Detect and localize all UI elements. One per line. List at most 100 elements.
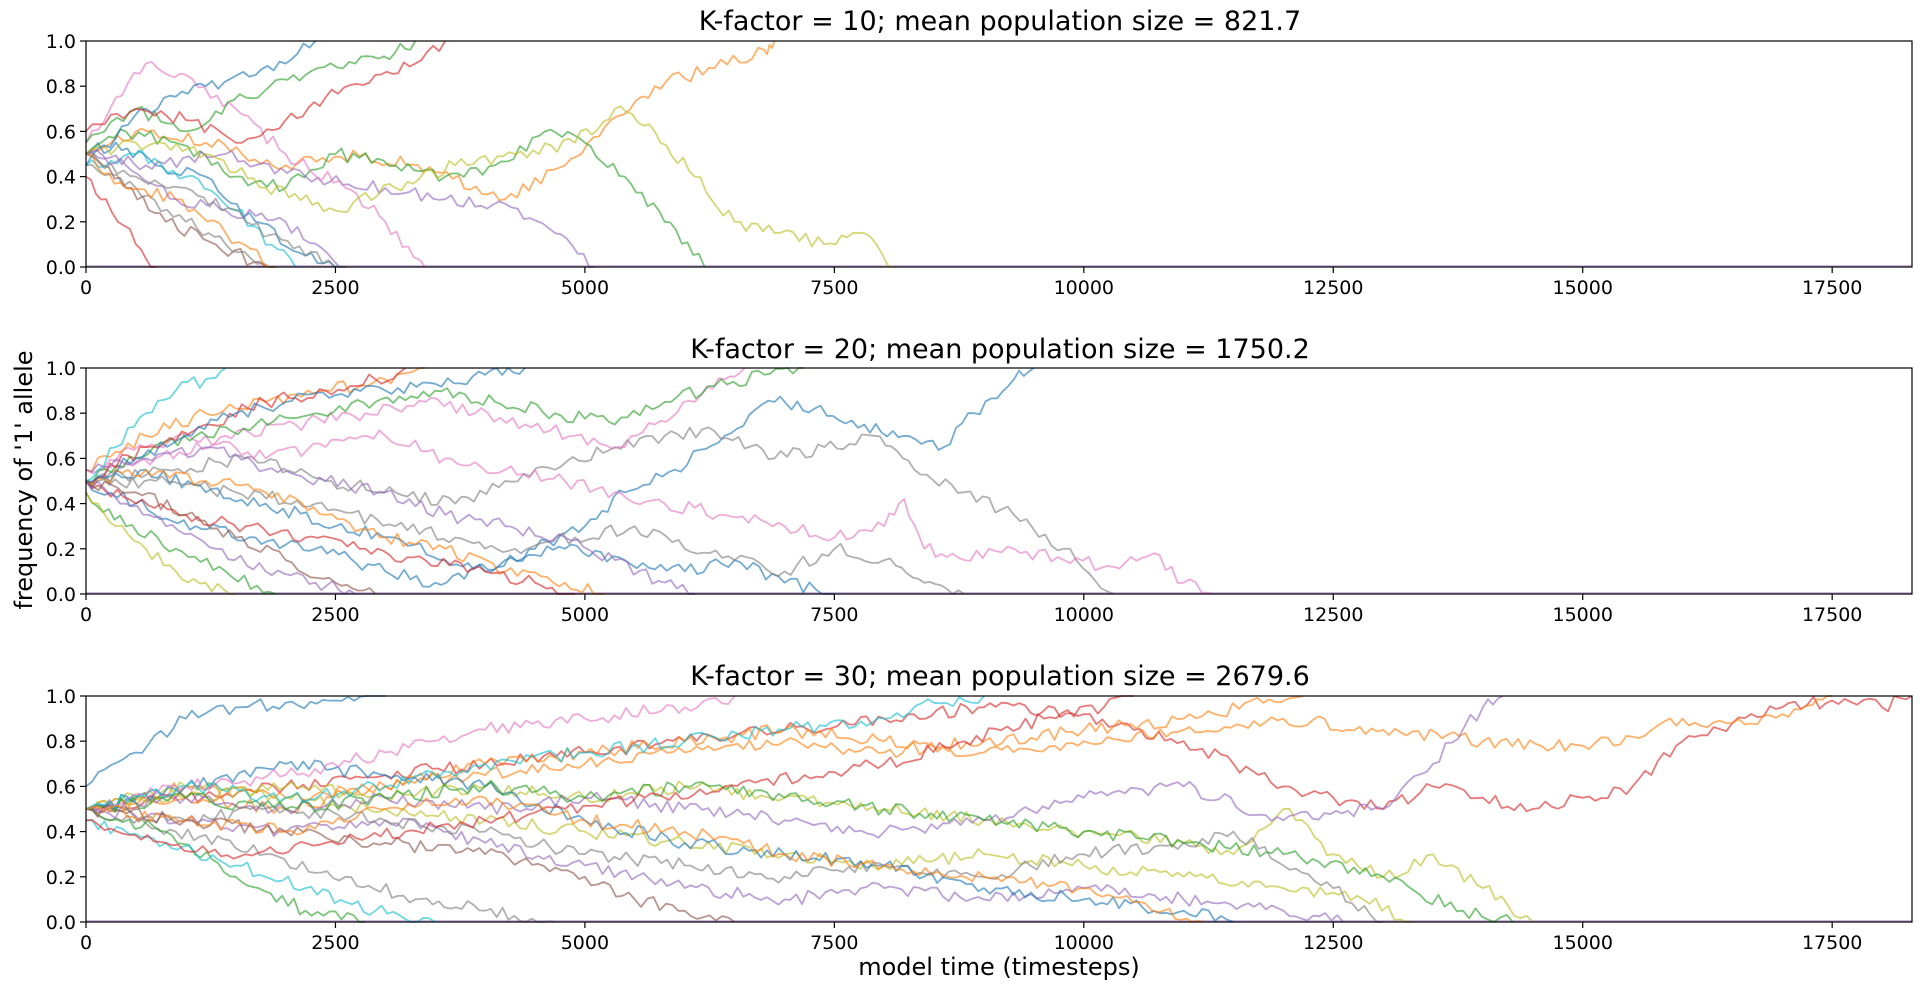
x-tick-label: 0	[80, 604, 92, 626]
x-tick-label: 2500	[311, 277, 359, 299]
series-line	[85, 695, 386, 788]
series-line	[85, 695, 1504, 839]
y-tick-label: 1.0	[46, 358, 76, 380]
series-line	[85, 695, 1833, 810]
panel-title: K-factor = 20; mean population size = 17…	[690, 334, 1310, 365]
panel-k10: K-factor = 10; mean population size = 82…	[46, 6, 1913, 299]
series-line	[85, 819, 436, 923]
x-axis-ticks: 0 2500 5000 7500 10000 12500 15000 17500	[80, 594, 1862, 626]
y-tick-label: 0.6	[46, 448, 76, 470]
series-line	[85, 175, 156, 268]
panel-k20: K-factor = 20; mean population size = 17…	[46, 334, 1913, 626]
plot-frame	[85, 367, 1913, 595]
series-line	[85, 695, 1134, 860]
series-line	[85, 150, 346, 268]
series-line	[85, 808, 556, 923]
x-tick-label: 17500	[1802, 277, 1862, 299]
y-tick-label: 0.2	[46, 212, 76, 234]
x-tick-label: 17500	[1802, 932, 1862, 954]
x-tick-label: 12500	[1303, 277, 1363, 299]
series-line	[85, 367, 526, 483]
x-tick-label: 5000	[561, 277, 609, 299]
series-line	[85, 426, 1115, 595]
x-tick-label: 10000	[1054, 604, 1114, 626]
y-tick-label: 1.0	[46, 31, 76, 53]
x-tick-label: 10000	[1054, 277, 1114, 299]
x-tick-label: 15000	[1552, 604, 1612, 626]
x-tick-label: 15000	[1552, 932, 1612, 954]
series-line	[85, 795, 1204, 923]
series-line	[85, 367, 1035, 573]
series-line	[85, 480, 575, 595]
series-line	[85, 60, 427, 268]
plot-frame	[85, 695, 1913, 923]
y-tick-label: 0.8	[46, 403, 76, 425]
y-tick-label: 0.0	[46, 257, 76, 279]
y-axis-ticks: 0.0 0.2 0.4 0.6 0.8 1.0	[46, 358, 86, 606]
series-line	[85, 105, 895, 268]
x-tick-label: 7500	[810, 604, 858, 626]
x-axis-ticks: 0 2500 5000 7500 10000 12500 15000 17500	[80, 922, 1862, 954]
x-tick-label: 0	[80, 277, 92, 299]
y-tick-label: 0.4	[46, 494, 76, 516]
series-line	[85, 150, 595, 268]
series-line	[85, 164, 276, 268]
y-tick-label: 0.0	[46, 584, 76, 606]
series-line	[85, 446, 695, 595]
x-axis-label: model time (timesteps)	[858, 953, 1140, 981]
y-tick-label: 0.4	[46, 822, 76, 844]
y-tick-label: 0.0	[46, 912, 76, 934]
y-tick-label: 0.8	[46, 76, 76, 98]
series-line	[85, 128, 706, 268]
x-tick-label: 2500	[311, 604, 359, 626]
series-line	[85, 149, 297, 268]
y-tick-label: 0.6	[46, 776, 76, 798]
y-tick-label: 0.4	[46, 167, 76, 189]
series-line	[85, 153, 276, 268]
series-line	[85, 367, 426, 472]
series-line	[85, 367, 406, 484]
x-tick-label: 12500	[1303, 932, 1363, 954]
series-line	[85, 759, 1234, 923]
series-line	[85, 40, 417, 144]
y-tick-label: 1.0	[46, 686, 76, 708]
series-line	[85, 695, 736, 811]
x-tick-label: 7500	[810, 932, 858, 954]
series-line	[85, 695, 985, 810]
series-line	[85, 468, 605, 595]
series-line	[85, 40, 317, 166]
y-tick-label: 0.6	[46, 121, 76, 143]
y-axis-label: frequency of '1' allele	[10, 350, 38, 609]
x-tick-label: 2500	[311, 932, 359, 954]
series-line	[85, 40, 776, 202]
series-line	[85, 475, 965, 595]
series-line	[85, 367, 746, 486]
series-line	[85, 480, 356, 595]
panel-k30: K-factor = 30; mean population size = 26…	[46, 661, 1913, 954]
x-tick-label: 15000	[1552, 277, 1612, 299]
series-line	[85, 805, 1344, 923]
panel-title: K-factor = 10; mean population size = 82…	[699, 6, 1301, 37]
x-tick-label: 10000	[1054, 932, 1114, 954]
series-layer	[85, 40, 1912, 268]
series-line	[85, 141, 337, 268]
series-layer	[85, 367, 1912, 595]
series-line	[85, 480, 835, 595]
y-tick-label: 0.8	[46, 731, 76, 753]
plot-frame	[85, 40, 1913, 268]
series-line	[85, 808, 366, 923]
series-line	[85, 480, 377, 595]
series-line	[85, 151, 346, 268]
x-tick-label: 7500	[810, 277, 858, 299]
y-axis-ticks: 0.0 0.2 0.4 0.6 0.8 1.0	[46, 31, 86, 279]
series-line	[85, 429, 1214, 595]
series-line	[85, 804, 736, 923]
panel-title: K-factor = 30; mean population size = 26…	[690, 661, 1310, 692]
series-line	[85, 367, 227, 482]
series-line	[85, 40, 446, 144]
series-layer	[85, 695, 1913, 923]
y-axis-ticks: 0.0 0.2 0.4 0.6 0.8 1.0	[46, 686, 86, 934]
x-tick-label: 12500	[1303, 604, 1363, 626]
y-tick-label: 0.2	[46, 867, 76, 889]
